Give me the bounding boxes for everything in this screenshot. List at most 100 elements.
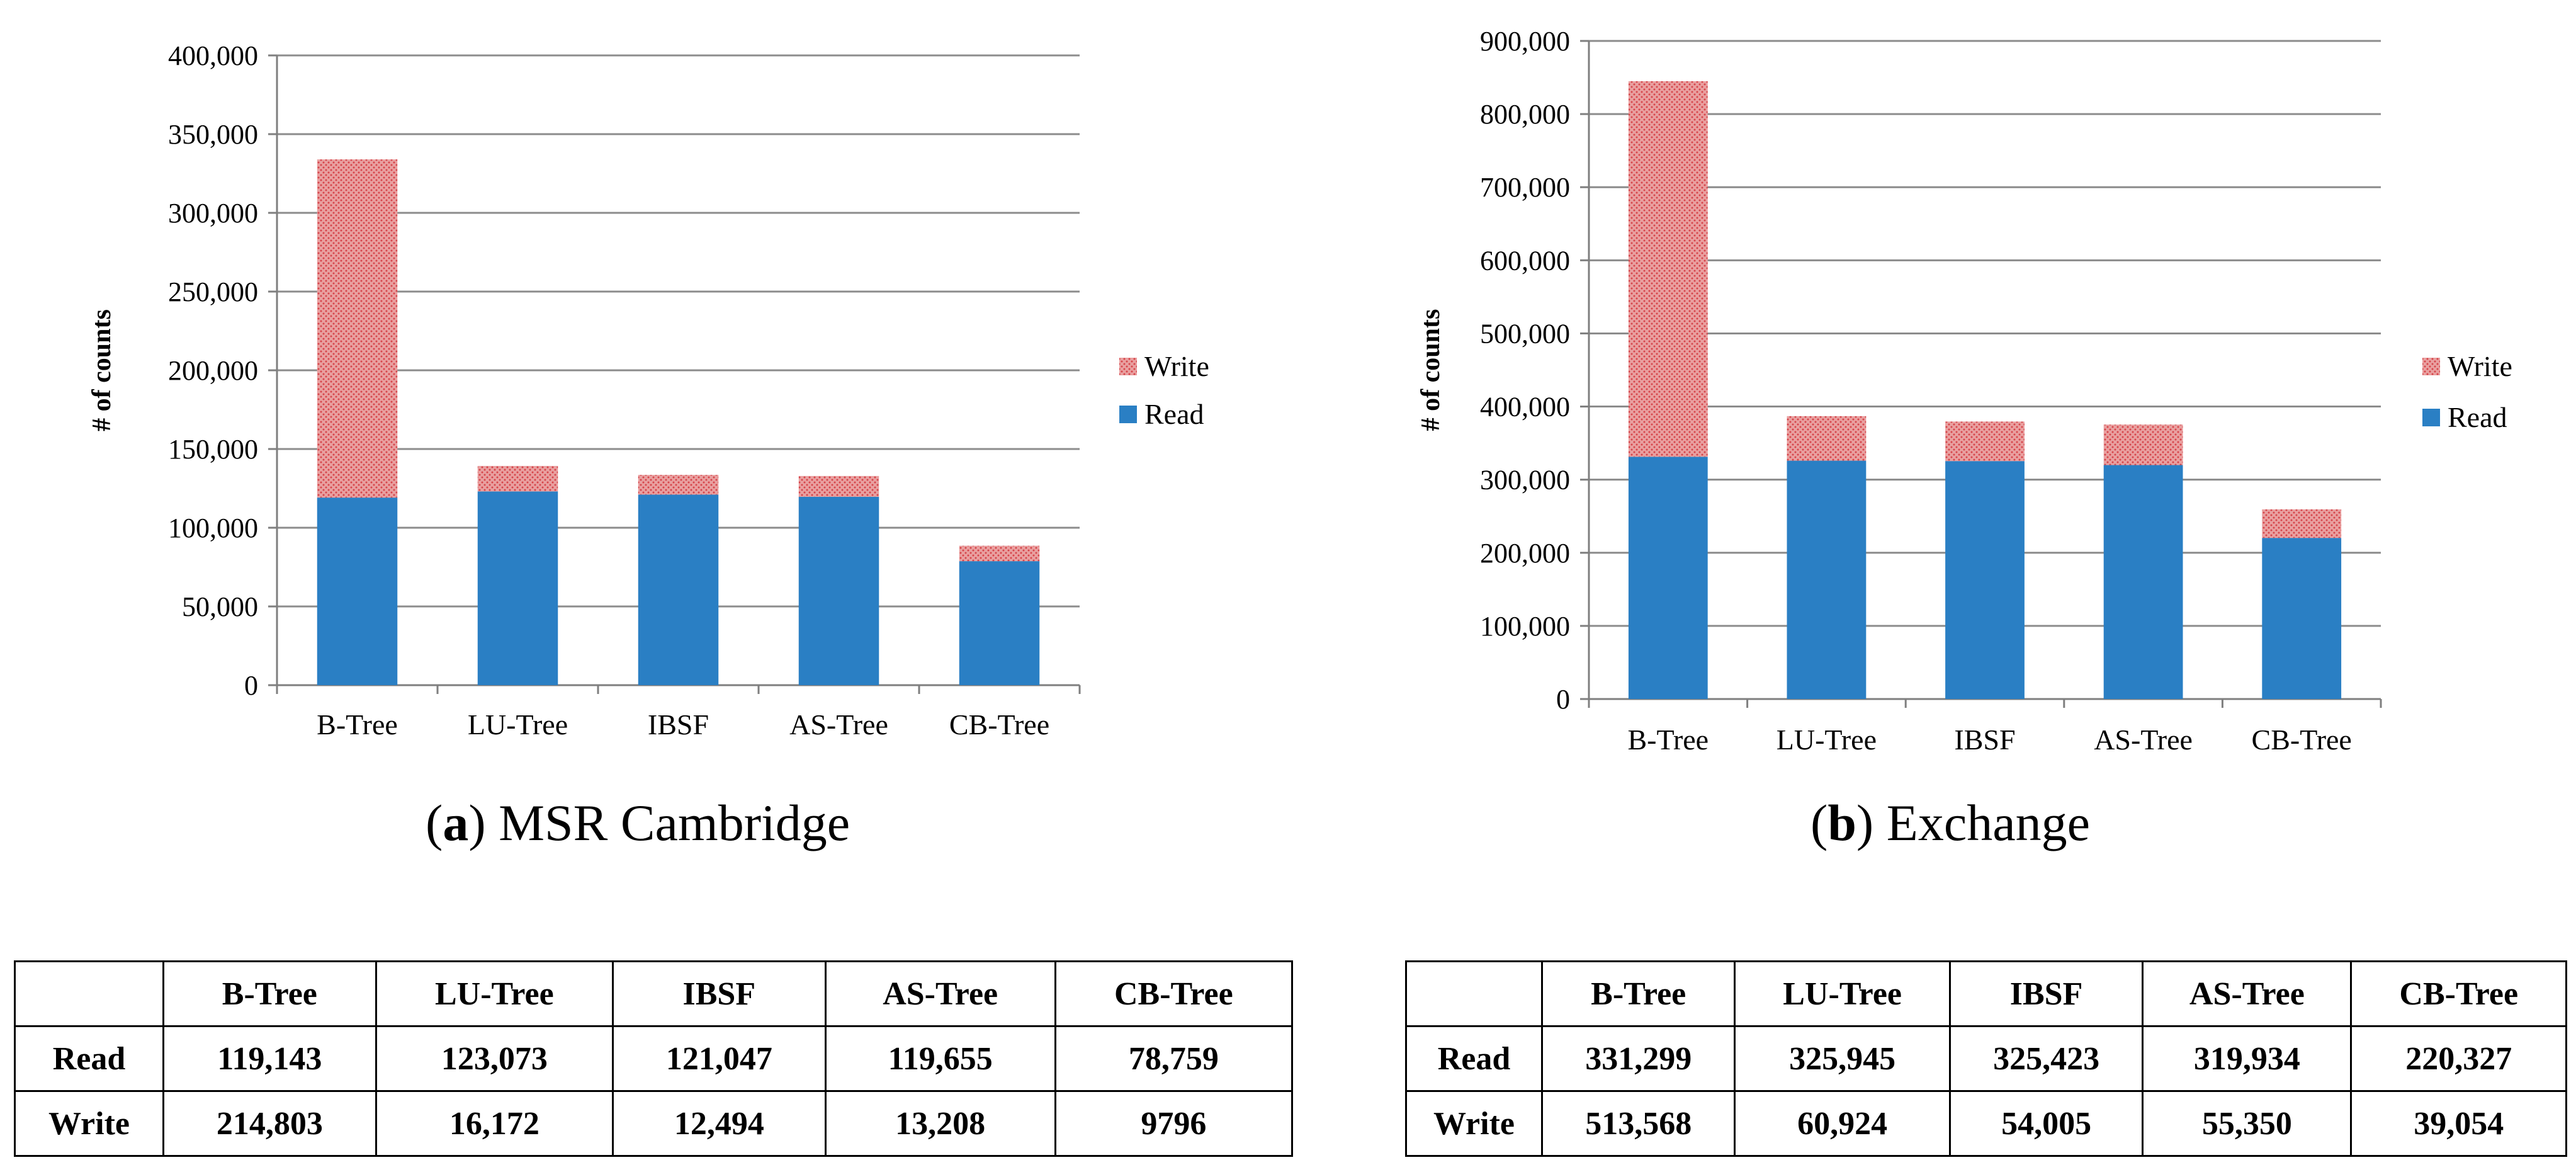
table-cell: 325,945 [1734,1025,1951,1092]
x-tick-label: AS-Tree [2094,724,2193,756]
legend-label-write: Write [1144,350,1209,382]
table-cell: 121,047 [611,1025,827,1092]
y-tick-label: 400,000 [1480,392,1570,423]
table-cell: 220,327 [2350,1025,2567,1092]
x-tick-label: CB-Tree [949,708,1049,741]
y-tick-label: 300,000 [1480,465,1570,496]
bar-read [638,494,719,685]
bar-write [2262,509,2342,538]
table-header-cell: AS-Tree [824,960,1056,1027]
y-axis-label: # of counts [88,309,116,431]
caption-letter: b [1827,794,1856,851]
table-cell: 513,568 [1540,1090,1736,1157]
table-cell: 55,350 [2142,1090,2353,1157]
table-cell: 78,759 [1054,1025,1294,1092]
x-tick-label: B-Tree [1627,724,1709,756]
y-tick-label: 500,000 [1480,318,1570,349]
table-row: Read 331,299 325,945 325,423 319,934 220… [1405,1025,2567,1092]
table-msr-cambridge: B-Tree LU-Tree IBSF AS-Tree CB-Tree Read… [14,960,1294,1157]
table-header-cell: LU-Tree [1734,960,1951,1027]
table-cell: 9796 [1054,1090,1294,1157]
table-row: Write 214,803 16,172 12,494 13,208 9796 [14,1090,1294,1157]
table-header-cell: LU-Tree [375,960,614,1027]
table-cell: 119,143 [162,1025,377,1092]
table-header-cell: IBSF [1948,960,2144,1027]
table-header-cell: B-Tree [1540,960,1736,1027]
table-cell: 60,924 [1734,1090,1951,1157]
bar-write [959,545,1040,562]
caption-exchange: (b) Exchange [1811,794,2091,851]
legend-label-read: Read [2448,401,2507,433]
table-cell: 54,005 [1948,1090,2144,1157]
bar-write [1628,81,1708,457]
bar-read [1945,461,2025,699]
x-tick-label: LU-Tree [468,708,568,741]
table-row-label: Read [1405,1025,1543,1092]
legend-label-write: Write [2448,350,2512,382]
bar-write [638,475,719,495]
table-cell: 331,299 [1540,1025,1736,1092]
caption-msr-cambridge: (a) MSR Cambridge [426,794,850,851]
table-row-label: Write [1405,1090,1543,1157]
bar-write [2103,424,2183,465]
y-tick-label: 250,000 [168,276,258,307]
x-tick-label: CB-Tree [2252,724,2352,756]
caption-text: ) MSR Cambridge [468,794,850,851]
table-cell: 123,073 [375,1025,614,1092]
bar-read [477,491,558,685]
table-row: Write 513,568 60,924 54,005 55,350 39,05… [1405,1090,2567,1157]
bar-write [1945,421,2025,462]
table-header-cell: IBSF [611,960,827,1027]
y-tick-label: 400,000 [168,40,258,71]
y-tick-label: 200,000 [168,355,258,386]
bar-read [2262,538,2342,699]
table-cell: 13,208 [824,1090,1056,1157]
y-tick-label: 100,000 [1480,611,1570,642]
table-cell: 325,423 [1948,1025,2144,1092]
table-header-cell: CB-Tree [1054,960,1294,1027]
y-tick-label: 900,000 [1480,26,1570,57]
legend-label-read: Read [1144,398,1204,430]
bar-write [317,159,398,498]
x-tick-label: B-Tree [317,708,398,741]
caption-text: ) Exchange [1856,794,2091,851]
table-cell: 39,054 [2350,1090,2567,1157]
y-tick-label: 150,000 [168,434,258,465]
y-tick-label: 200,000 [1480,538,1570,569]
y-tick-label: 0 [244,670,258,701]
table-row-label: Write [14,1090,164,1157]
table-header-cell [14,960,164,1027]
y-tick-label: 600,000 [1480,245,1570,276]
y-tick-label: 100,000 [168,513,258,543]
bar-read [317,498,398,685]
y-tick-label: 50,000 [182,591,258,622]
table-header-cell: CB-Tree [2350,960,2567,1027]
y-tick-label: 300,000 [168,198,258,229]
legend-swatch-write [1119,358,1137,375]
y-tick-label: 800,000 [1480,99,1570,130]
chart-msr-cambridge: 0 50,000 100,000 150,000 200,000 250,000 300,0… [88,40,1209,741]
caption-letter: a [443,794,469,851]
legend-swatch-read [2422,409,2440,426]
bar-write [798,475,879,497]
chart-exchange: 0 100,000 200,000 300,000 400,000 500,000 600,… [1416,26,2512,756]
bar-write [1787,416,1867,461]
x-tick-label: AS-Tree [789,708,888,741]
bar-read [959,561,1040,685]
table-cell: 119,655 [824,1025,1056,1092]
table-cell: 214,803 [162,1090,377,1157]
legend-swatch-write [2422,358,2440,375]
table-header-cell: B-Tree [162,960,377,1027]
bar-read [798,496,879,685]
table-cell: 16,172 [375,1090,614,1157]
x-tick-label: IBSF [648,708,709,741]
table-header-row: B-Tree LU-Tree IBSF AS-Tree CB-Tree [14,960,1294,1027]
y-axis-label: # of counts [1416,309,1445,431]
table-row: Read 119,143 123,073 121,047 119,655 78,… [14,1025,1294,1092]
table-header-cell [1405,960,1543,1027]
legend-swatch-read [1119,406,1137,423]
bar-read [1787,460,1867,699]
x-tick-label: IBSF [1954,724,2015,756]
y-tick-label: 350,000 [168,119,258,150]
y-tick-label: 0 [1556,684,1570,715]
